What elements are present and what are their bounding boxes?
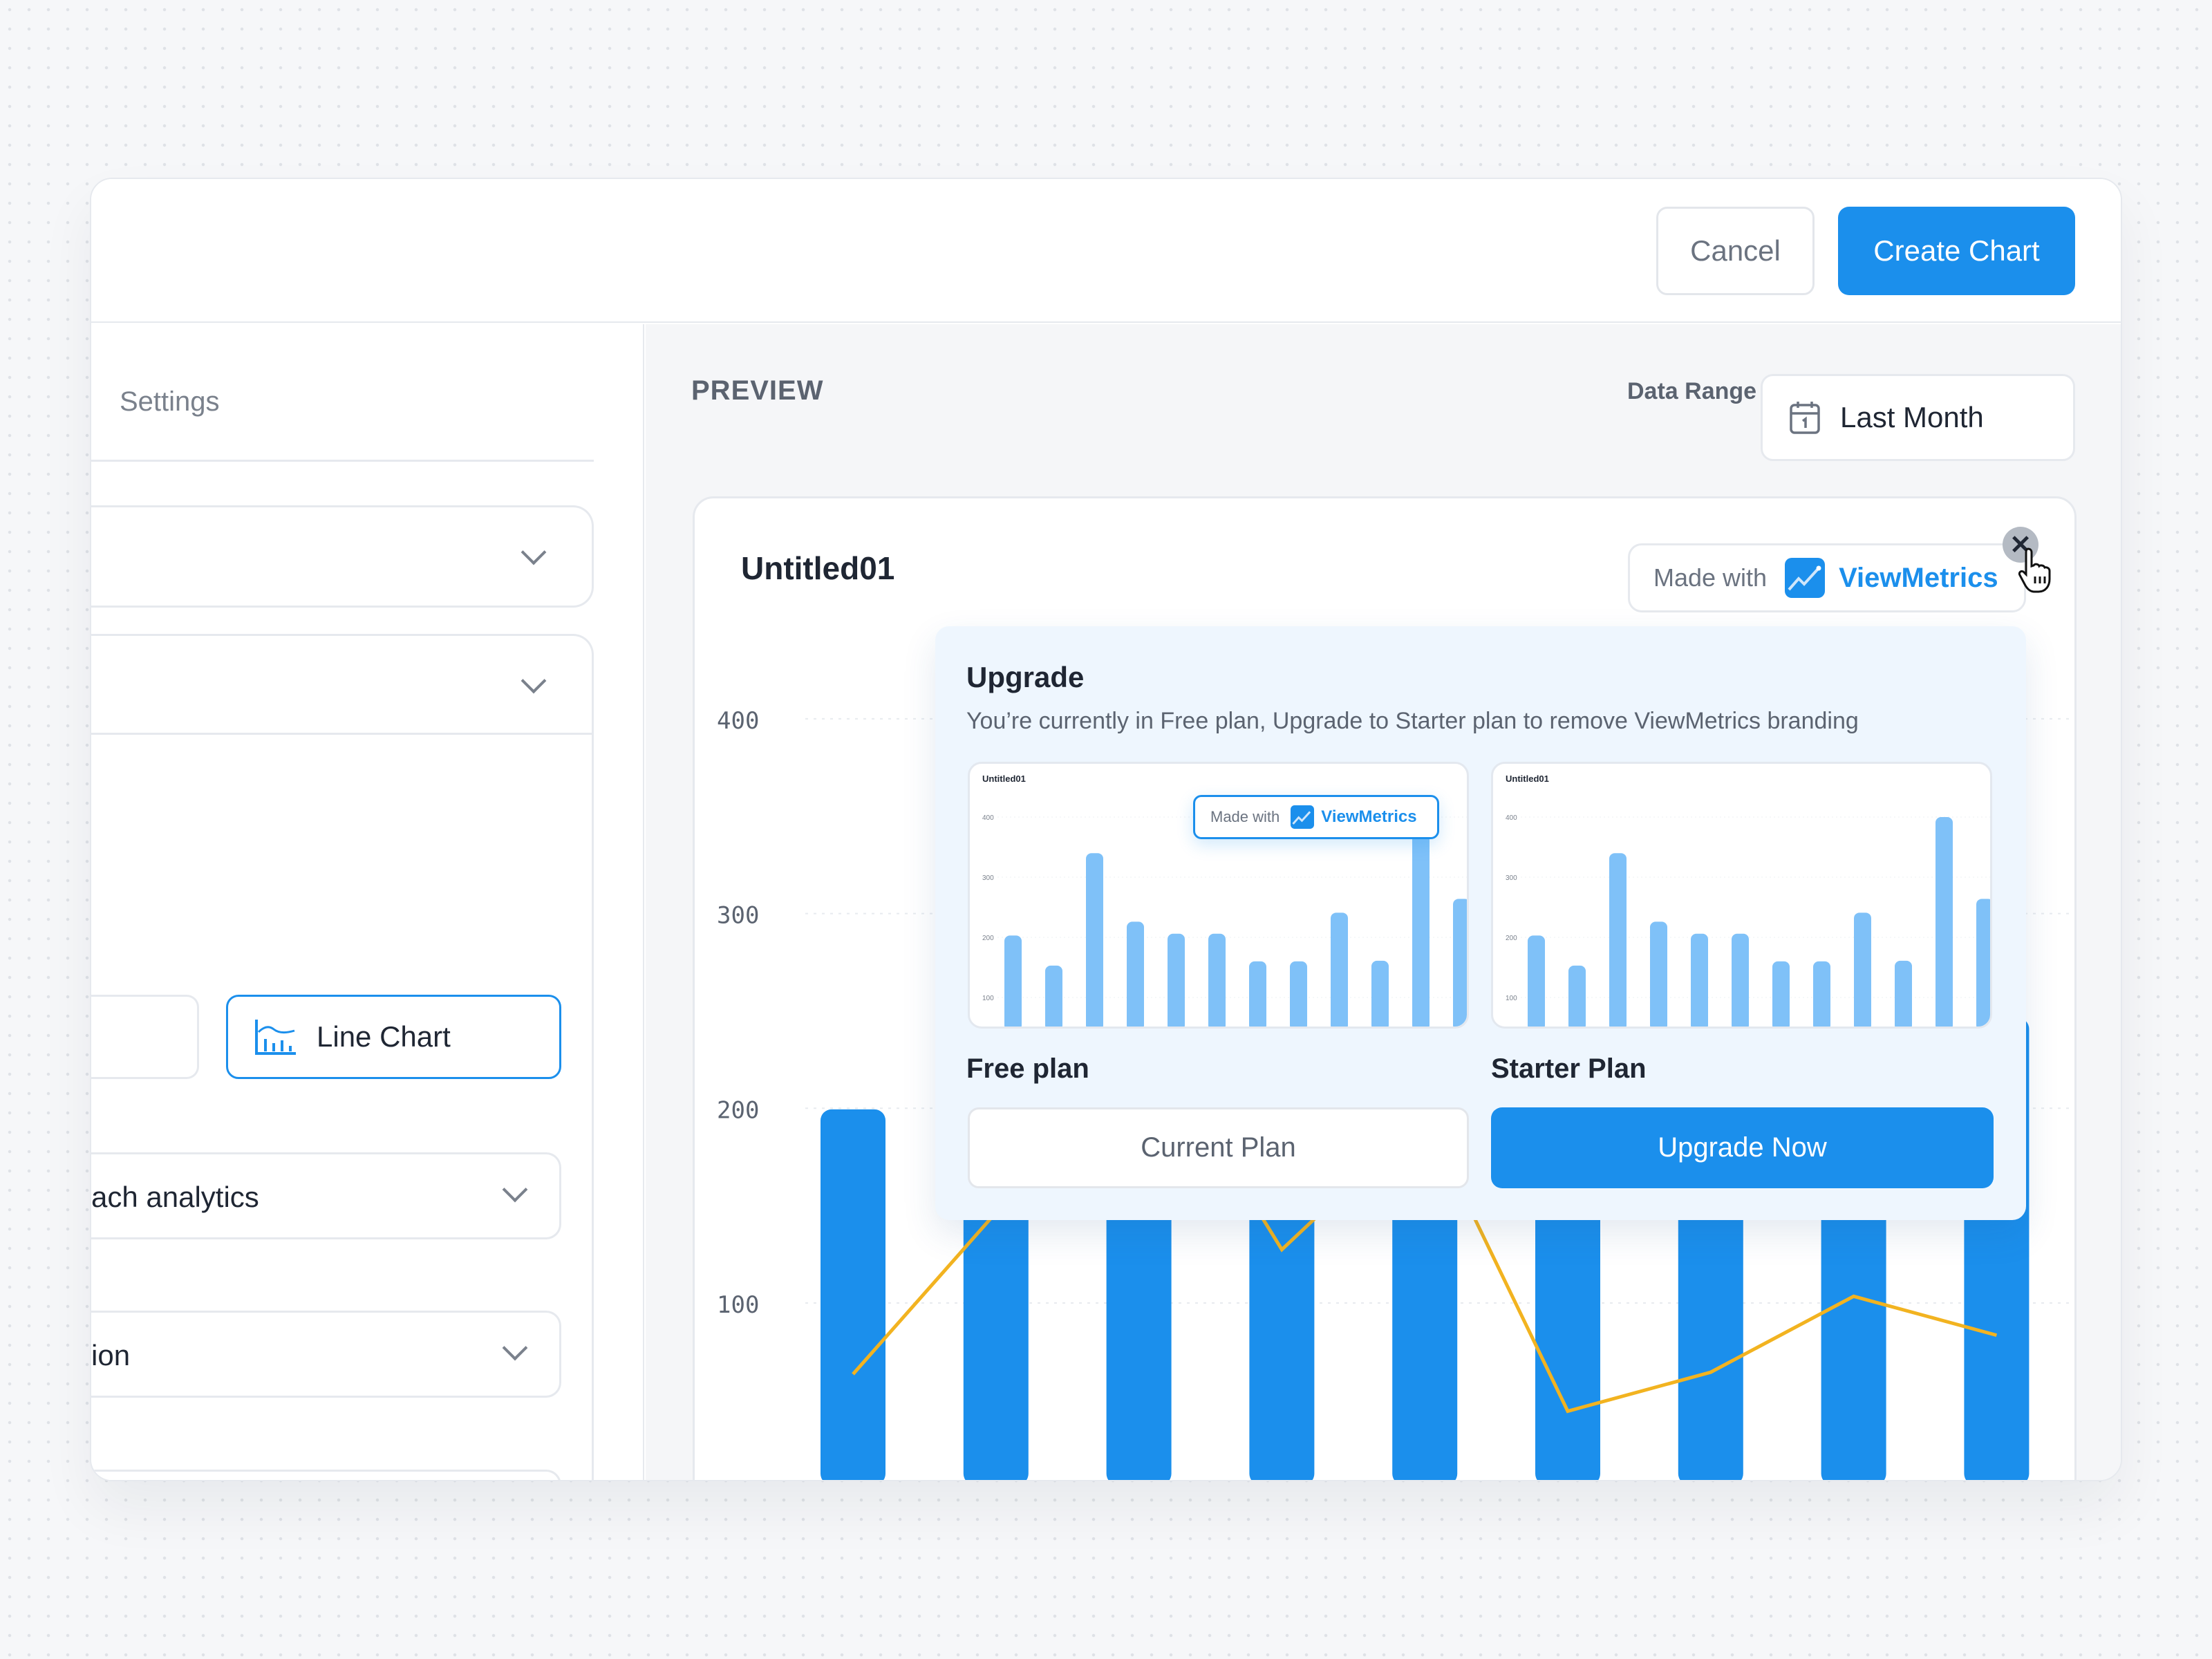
- mini-bar: [1976, 899, 1990, 1027]
- starter-plan-mini-chart: Untitled01 400 300 200 100: [1506, 774, 1990, 1027]
- settings-tab[interactable]: Settings: [120, 386, 220, 417]
- option-value: ion: [91, 1339, 131, 1371]
- y-tick-label: 100: [982, 995, 994, 1002]
- mini-bar: [1412, 817, 1430, 1027]
- starter-plan-thumbnail: Untitled01 400 300 200 100: [1491, 762, 1992, 1029]
- data-range-label: Data Range: [1627, 378, 1757, 404]
- mini-bar: [1772, 961, 1790, 1027]
- dialog-header: Cancel Create Chart: [91, 179, 2121, 323]
- hand-cursor-icon: [2018, 547, 2051, 593]
- dropdown-1[interactable]: [91, 505, 594, 608]
- y-tick-label: 300: [1506, 874, 1517, 882]
- mini-bar: [1208, 933, 1226, 1027]
- preview-heading: PREVIEW: [691, 375, 824, 406]
- y-tick-label: 400: [717, 707, 759, 735]
- mini-brand: ViewMetrics: [1321, 807, 1417, 826]
- mini-bar: [1127, 921, 1144, 1027]
- mini-chart-title: Untitled01: [982, 774, 1026, 784]
- y-tick-label: 300: [982, 874, 994, 882]
- chart-title: Untitled01: [741, 550, 895, 586]
- y-tick-label: 200: [717, 1096, 759, 1124]
- y-tick-label: 100: [717, 1291, 759, 1319]
- mini-bar: [1004, 935, 1022, 1027]
- data-source-dropdown[interactable]: ach analytics: [91, 1152, 561, 1239]
- y-tick-label: 200: [1506, 935, 1517, 942]
- free-plan-label: Free plan: [966, 1053, 1089, 1084]
- made-with-text: Made with: [1653, 563, 1768, 592]
- chart-type-option-line[interactable]: Line Chart: [226, 995, 561, 1079]
- upgrade-popover: Upgrade You’re currently in Free plan, U…: [935, 626, 2026, 1220]
- free-plan-thumbnail: Untitled01 400 300 200 100 Made with ViewMet…: [968, 762, 1469, 1029]
- data-source-value: ach analytics: [91, 1181, 259, 1213]
- y-tick-label: 200: [982, 935, 994, 942]
- chevron-down-icon: [521, 539, 547, 565]
- mini-made-with-text: Made with: [1210, 808, 1280, 825]
- viewmetrics-logo-icon: [1785, 558, 1826, 598]
- mini-chart-title: Untitled01: [1506, 774, 1549, 784]
- line-chart-icon: [255, 1020, 296, 1055]
- mini-bar: [1732, 933, 1749, 1027]
- calendar-icon: [1790, 402, 1820, 434]
- mini-bar: [1371, 960, 1389, 1027]
- chevron-down-icon: [502, 1335, 528, 1361]
- upgrade-now-button[interactable]: Upgrade Now: [1491, 1107, 1994, 1188]
- data-range-value: Last Month: [1840, 401, 1984, 433]
- text-input[interactable]: [91, 1470, 561, 1480]
- mini-bar: [1290, 961, 1307, 1027]
- viewmetrics-brand: ViewMetrics: [1839, 562, 1998, 593]
- free-plan-mini-chart: Untitled01 400 300 200 100: [982, 774, 1467, 1027]
- mini-bar: [1086, 853, 1103, 1027]
- y-tick-label: 400: [1506, 814, 1517, 822]
- chevron-down-icon: [502, 1177, 528, 1203]
- settings-panel: Settings Line Chart ach analytics ion: [91, 324, 644, 1480]
- bar: [821, 1109, 885, 1480]
- mini-bar: [1528, 935, 1545, 1027]
- data-range-select[interactable]: Last Month: [1761, 374, 2075, 461]
- starter-plan-label: Starter Plan: [1491, 1053, 1647, 1084]
- cancel-button[interactable]: Cancel: [1656, 207, 1815, 295]
- upgrade-title: Upgrade: [966, 661, 1085, 693]
- mini-bar: [1936, 817, 1953, 1027]
- divider: [91, 733, 594, 735]
- mini-bar: [1168, 933, 1185, 1027]
- y-tick-label: 300: [717, 902, 759, 930]
- mini-bar: [1650, 921, 1667, 1027]
- mini-bar: [1453, 899, 1467, 1027]
- mini-made-with-badge: Made with ViewMetrics: [1193, 795, 1439, 839]
- mini-bar: [1854, 912, 1871, 1027]
- mini-bar: [1331, 912, 1348, 1027]
- mini-bar: [1045, 965, 1062, 1027]
- chevron-down-icon[interactable]: [521, 668, 547, 694]
- chart-type-option-bar[interactable]: [91, 995, 199, 1079]
- made-with-badge[interactable]: Made with ViewMetrics: [1628, 543, 2026, 612]
- y-tick-label: 400: [982, 814, 994, 822]
- mini-bar: [1691, 933, 1708, 1027]
- line-chart-label: Line Chart: [317, 1020, 451, 1053]
- y-tick-label: 100: [1506, 995, 1517, 1002]
- mini-bar: [1568, 965, 1586, 1027]
- mini-bar: [1249, 961, 1266, 1027]
- current-plan-button[interactable]: Current Plan: [968, 1107, 1469, 1188]
- mini-bar: [1895, 960, 1912, 1027]
- upgrade-message: You’re currently in Free plan, Upgrade t…: [966, 708, 1859, 734]
- create-chart-button[interactable]: Create Chart: [1838, 207, 2075, 295]
- mini-bar: [1813, 961, 1830, 1027]
- viewmetrics-logo-icon: [1291, 805, 1315, 829]
- option-dropdown[interactable]: ion: [91, 1311, 561, 1398]
- divider: [91, 460, 594, 462]
- mini-bar: [1609, 853, 1627, 1027]
